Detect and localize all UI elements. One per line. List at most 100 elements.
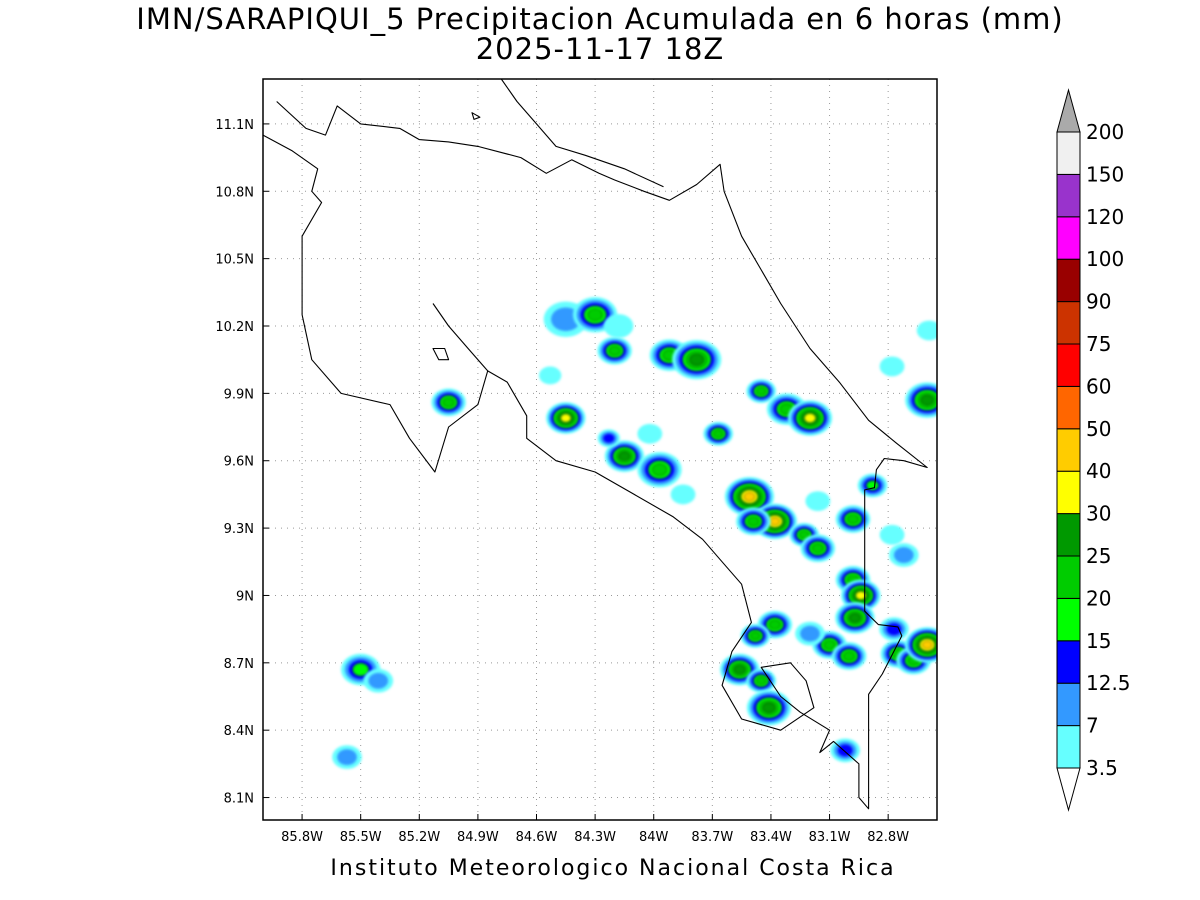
colorbar-segment — [1056, 131, 1081, 175]
colorbar-label: 90 — [1086, 290, 1111, 314]
precip-contour — [893, 547, 914, 563]
lat-tick-label: 9.3N — [224, 522, 254, 537]
lon-tick-label: 82.8W — [867, 830, 909, 845]
precip-contour — [755, 386, 767, 396]
precip-cell — [835, 602, 875, 634]
lat-tick-label: 10.5N — [215, 253, 254, 268]
colorbar-segment — [1056, 385, 1081, 430]
precip-cell — [831, 642, 867, 670]
colorbar-segment — [1056, 216, 1081, 260]
precip-cell — [800, 534, 836, 563]
precip-cell — [736, 507, 771, 536]
precip-cell — [604, 440, 645, 473]
precip-contour — [587, 308, 603, 321]
colorbar-label: 25 — [1086, 544, 1111, 568]
map-gridlines — [263, 79, 937, 820]
lat-tick-label: 8.7N — [224, 657, 254, 672]
precip-contour — [689, 353, 705, 366]
precip-contour — [608, 345, 621, 356]
map-frame-bg — [263, 79, 937, 820]
colorbar-label: 75 — [1086, 332, 1111, 356]
precip-contour — [651, 463, 668, 476]
precip-contour — [603, 314, 634, 338]
precip-cell — [332, 745, 362, 769]
lat-tick-label: 8.4N — [224, 724, 254, 739]
colorbar-segment — [1056, 173, 1081, 218]
precip-contour — [603, 433, 615, 443]
precip-cell — [766, 393, 807, 425]
precip-cell — [597, 336, 632, 365]
islet-outline — [471, 112, 481, 120]
precip-cell — [546, 402, 586, 434]
precip-contour — [879, 356, 905, 377]
lon-tick-label: 84.9W — [457, 830, 499, 845]
footer-credit: Instituto Meteorologico Nacional Costa R… — [330, 856, 896, 881]
precip-cell — [857, 473, 888, 498]
colorbar-segment — [1056, 513, 1081, 557]
precip-contour — [798, 530, 810, 540]
colorbar-label: 15 — [1086, 629, 1111, 653]
precip-contour — [755, 676, 767, 686]
lon-tick-label: 83.7W — [691, 830, 733, 845]
colorbar-label: 120 — [1086, 205, 1124, 229]
precip-cell — [787, 400, 833, 436]
lon-tick-label: 85.8W — [281, 830, 323, 845]
precip-cell — [835, 505, 871, 533]
colorbar-segment — [1056, 301, 1081, 345]
precip-cell — [597, 429, 620, 448]
colorbar-label: 40 — [1086, 459, 1111, 483]
precip-contour — [352, 662, 369, 677]
precip-contour — [337, 749, 357, 766]
precip-contour — [855, 591, 867, 600]
precip-contour — [762, 702, 776, 714]
precip-contour — [879, 524, 905, 545]
precip-contour — [539, 366, 562, 385]
precip-cell — [905, 627, 937, 663]
country-border — [263, 101, 928, 810]
precip-contour — [750, 631, 761, 641]
precip-cell — [746, 379, 776, 403]
coastline — [263, 79, 928, 810]
colorbar-label: 150 — [1086, 162, 1124, 186]
colorbar-segment — [1056, 555, 1081, 599]
lat-tick-label: 9.9N — [224, 387, 254, 402]
precip-cell — [670, 484, 696, 505]
precip-contour — [637, 423, 663, 444]
precip-contour — [712, 429, 724, 439]
precip-contour — [920, 394, 934, 406]
colorbar-label: 7 — [1086, 714, 1099, 738]
colorbar-segment — [1056, 428, 1081, 472]
gulf-coastline — [432, 303, 489, 372]
colorbar-segment — [1056, 470, 1081, 515]
precip-cell — [572, 297, 618, 333]
precip-contour — [837, 744, 853, 757]
precip-cell — [888, 543, 919, 567]
precip-contour — [747, 516, 760, 527]
lon-tick-label: 83.4W — [750, 830, 792, 845]
precip-cell — [603, 314, 634, 338]
lat-tick-label: 9.6N — [224, 455, 254, 470]
precip-cell — [672, 340, 722, 380]
colorbar-under-arrow — [1056, 767, 1081, 812]
precip-cell — [539, 366, 562, 385]
colorbar-label: 50 — [1086, 417, 1111, 441]
precip-contour — [843, 651, 856, 661]
lat-tick-label: 10.8N — [215, 185, 254, 200]
precip-contour — [442, 397, 455, 408]
lat-tick-label: 10.2N — [215, 320, 254, 335]
precip-cell — [637, 423, 663, 444]
precip-contour — [800, 625, 820, 642]
precip-cell — [746, 690, 792, 726]
precip-cell — [879, 356, 905, 377]
colorbar-legend: 3.5 7 12.5 15 20 25 30 40 50 60 75 90 100 120 150 200 — [1056, 88, 1131, 812]
precip-contour — [922, 640, 933, 650]
precip-contour — [823, 639, 836, 650]
map-title-line1: IMN/SARAPIQUI_5 Precipitacion Acumulada … — [136, 2, 1064, 36]
colorbar-label: 3.5 — [1086, 756, 1118, 780]
lat-tick-label: 11.1N — [215, 118, 254, 133]
lat-tick-label: 8.1N — [224, 792, 254, 807]
colorbar-segment — [1056, 640, 1081, 684]
precip-cell — [879, 617, 909, 641]
northern-border — [500, 79, 664, 188]
